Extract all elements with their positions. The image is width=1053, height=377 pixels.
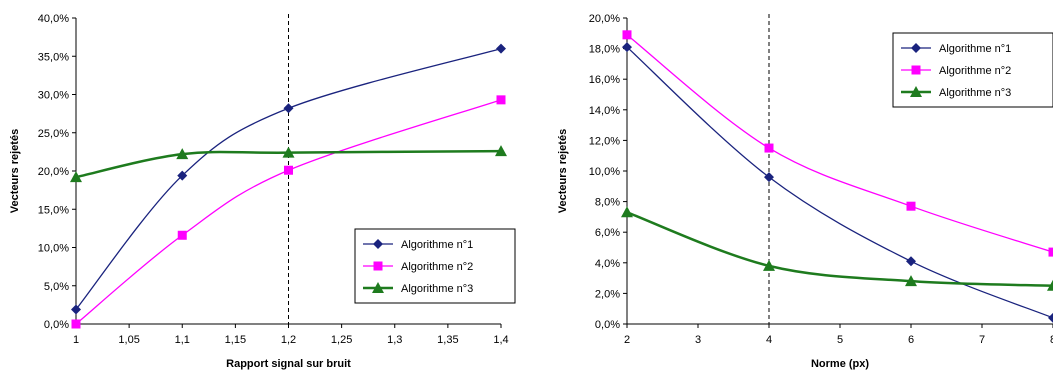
series-3-point — [763, 259, 775, 271]
x-tick-label: 1,05 — [118, 334, 139, 346]
series-2-point — [71, 319, 81, 329]
x-tick-label: 4 — [766, 334, 772, 346]
series-2-point — [284, 165, 293, 175]
y-tick-label: 8,0% — [595, 197, 620, 209]
x-tick-label: 1,1 — [175, 334, 190, 346]
x-tick-label: 1,35 — [437, 334, 458, 346]
series-2-line — [626, 34, 1053, 253]
series-3-point — [1047, 279, 1053, 291]
y-tick-label: 14,0% — [589, 105, 620, 117]
y-tick-label: 6,0% — [595, 227, 620, 239]
x-tick-label: 6 — [908, 334, 914, 346]
y-tick-label: 20,0% — [589, 13, 620, 25]
series-3-point — [282, 146, 295, 158]
y-tick-label: 2,0% — [595, 288, 620, 300]
x-tick-label: 1 — [73, 334, 79, 346]
y-tick-label: 16,0% — [589, 74, 620, 86]
series-1-line — [626, 46, 1053, 319]
series-2-point — [764, 143, 774, 153]
series-1-point — [496, 43, 506, 54]
legend-marker — [911, 65, 921, 75]
x-tick-label: 1,2 — [281, 334, 296, 346]
series-1-line — [75, 47, 502, 310]
y-tick-label: 30,0% — [38, 90, 69, 102]
series-3-line — [626, 211, 1053, 287]
series-2-point — [622, 30, 632, 40]
series-3-point — [70, 171, 82, 183]
x-tick-label: 1,15 — [225, 334, 246, 346]
series-2-point — [496, 95, 506, 105]
x-tick-label: 3 — [695, 334, 701, 346]
y-tick-label: 5,0% — [44, 281, 69, 293]
y-tick-label: 10,0% — [38, 243, 69, 255]
legend-label: Algorithme n°1 — [401, 239, 473, 251]
legend: Algorithme n°1 Algorithme n°2 Algorithme n… — [354, 228, 516, 304]
x-tick-label: 5 — [837, 334, 843, 346]
series-1-point — [622, 42, 632, 53]
series-1-point — [177, 170, 188, 181]
y-tick-label: 0,0% — [595, 319, 620, 331]
series-2-point — [906, 201, 916, 211]
series-1-point — [764, 172, 774, 183]
x-tick-label: 1,4 — [493, 334, 508, 346]
y-tick-label: 4,0% — [595, 258, 620, 270]
series-2-point — [1048, 247, 1053, 257]
series-3-line — [75, 149, 502, 179]
legend-label: Algorithme n°1 — [939, 43, 1011, 55]
chart-2: 0,0% 2,0% 4,0% 6,0% 8,0% 10,0% 12,0% 14,0% 16,0%… — [557, 13, 1053, 370]
x-tick-label: 2 — [624, 334, 630, 346]
x-tick-label: 8 — [1050, 334, 1053, 346]
legend-marker — [911, 43, 921, 53]
legend: Algorithme n°1 Algorithme n°2 Algorithme n… — [892, 32, 1053, 108]
y-tick-label: 20,0% — [38, 166, 69, 178]
legend-marker — [910, 86, 922, 97]
series-3-point — [176, 148, 189, 160]
y-tick-label: 25,0% — [38, 128, 69, 140]
x-tick-label: 1,25 — [331, 334, 352, 346]
series-2-line — [75, 99, 502, 325]
legend-marker — [373, 261, 383, 271]
legend-marker — [372, 282, 384, 293]
series-1-point — [906, 256, 916, 267]
series-1-point — [1048, 312, 1053, 323]
legend-label: Algorithme n°2 — [401, 261, 473, 273]
legend-marker — [373, 239, 383, 249]
y-tick-label: 15,0% — [38, 204, 69, 216]
y-axis-title: Vecteurs rejetés — [9, 129, 21, 213]
x-tick-label: 1,3 — [387, 334, 402, 346]
x-tick-label: 7 — [979, 334, 985, 346]
y-tick-label: 18,0% — [589, 44, 620, 56]
legend-label: Algorithme n°2 — [939, 65, 1011, 77]
series-1-point — [71, 304, 81, 315]
y-tick-label: 10,0% — [589, 166, 620, 178]
y-tick-label: 35,0% — [38, 51, 69, 63]
x-axis-title: Norme (px) — [811, 358, 869, 370]
y-axis-title: Vecteurs rejetés — [557, 129, 569, 213]
series-3-point — [905, 275, 917, 287]
legend-label: Algorithme n°3 — [939, 87, 1011, 99]
y-tick-label: 40,0% — [38, 13, 69, 25]
series-2-point — [177, 230, 187, 240]
chart-1: 0,0% 5,0% 10,0% 15,0% 20,0% 25,0% 30,0% 35,0% 40… — [9, 13, 516, 370]
y-tick-label: 12,0% — [589, 135, 620, 147]
y-tick-label: 0,0% — [44, 319, 69, 331]
x-axis-title: Rapport signal sur bruit — [226, 358, 351, 370]
legend-label: Algorithme n°3 — [401, 283, 473, 295]
series-3-point — [621, 206, 633, 218]
series-1-point — [283, 103, 294, 114]
series-3-point — [495, 145, 507, 157]
